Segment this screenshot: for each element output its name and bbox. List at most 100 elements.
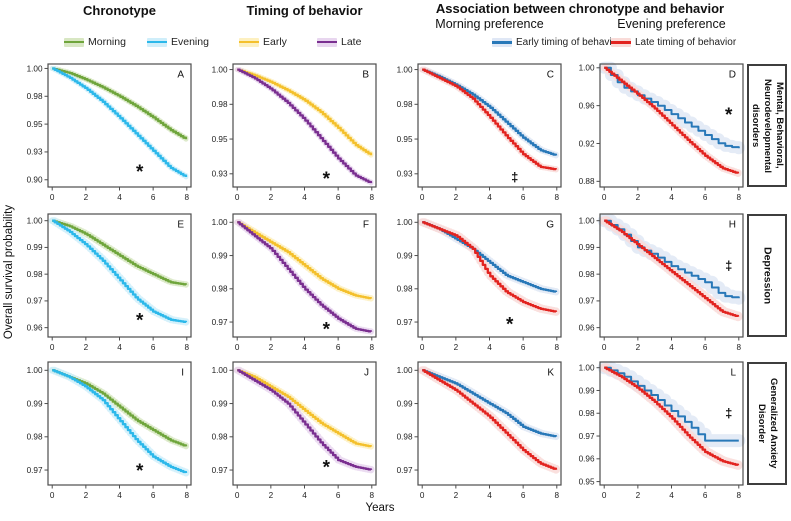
row-label-box-depression: Depression [747, 214, 787, 337]
svg-text:8: 8 [185, 343, 190, 352]
svg-text:8: 8 [555, 491, 560, 500]
legend-label: Late [341, 36, 362, 48]
x-axis-label: Years [365, 502, 395, 514]
panel-letter-G: G [546, 220, 554, 231]
panel-C: 1.00 0.98 0.95 0.93 0 2 4 6 8 C ‡ [397, 63, 562, 202]
svg-text:2: 2 [454, 491, 459, 500]
svg-text:2: 2 [636, 193, 641, 202]
svg-text:0.99: 0.99 [27, 399, 43, 408]
panel-letter-B: B [362, 70, 369, 81]
panel-letter-D: D [729, 70, 736, 81]
svg-text:0.98: 0.98 [212, 433, 228, 442]
svg-text:0: 0 [235, 491, 240, 500]
svg-text:0.98: 0.98 [212, 285, 228, 294]
svg-text:0.99: 0.99 [397, 399, 413, 408]
panel-letter-J: J [364, 368, 369, 379]
legend-swatch [317, 37, 337, 47]
svg-text:8: 8 [737, 343, 742, 352]
legend-item-early: Early [239, 36, 287, 48]
svg-text:0: 0 [50, 343, 55, 352]
svg-text:8: 8 [370, 343, 375, 352]
row-label-box-mental-behavioral-disorders: Mental, Behavioral, Neurodevelopmental d… [747, 64, 787, 187]
header-chronotype: Chronotype [83, 3, 156, 18]
svg-text:0: 0 [420, 491, 425, 500]
svg-text:4: 4 [669, 343, 674, 352]
panel-D: 1.00 0.96 0.92 0.88 0 2 4 6 8 D * [579, 61, 745, 202]
svg-text:0.95: 0.95 [397, 135, 413, 144]
svg-text:0.99: 0.99 [212, 399, 228, 408]
svg-text:0.97: 0.97 [27, 297, 43, 306]
svg-text:6: 6 [336, 343, 341, 352]
legend-item-late-timing-of-behavior: Late timing of behavior [611, 37, 736, 48]
subheader-morning-preference: Morning preference [435, 17, 544, 31]
svg-text:0.93: 0.93 [212, 170, 228, 179]
svg-text:2: 2 [84, 193, 89, 202]
panel-letter-H: H [729, 220, 736, 231]
svg-text:0.99: 0.99 [212, 251, 228, 260]
svg-text:1.00: 1.00 [397, 65, 413, 74]
svg-text:0.98: 0.98 [397, 433, 413, 442]
svg-text:6: 6 [703, 193, 708, 202]
panel-letter-A: A [177, 70, 184, 81]
svg-text:0: 0 [50, 491, 55, 500]
svg-text:1.00: 1.00 [397, 366, 413, 375]
svg-text:2: 2 [636, 343, 641, 352]
panel-H: 1.00 0.99 0.98 0.97 0.96 0 2 4 6 8 H ‡ [579, 213, 746, 352]
significance-symbol-F: * [323, 320, 331, 341]
significance-symbol-D: * [725, 105, 733, 126]
svg-text:2: 2 [269, 491, 274, 500]
svg-text:1.00: 1.00 [579, 64, 595, 73]
svg-text:4: 4 [669, 491, 674, 500]
svg-text:1.00: 1.00 [27, 64, 43, 73]
svg-text:0.96: 0.96 [27, 323, 43, 332]
legend-swatch [239, 37, 259, 47]
svg-text:4: 4 [487, 343, 492, 352]
legend-label: Evening [171, 36, 209, 48]
svg-text:0.97: 0.97 [27, 466, 43, 475]
svg-text:0.97: 0.97 [212, 318, 228, 327]
legend-item-morning: Morning [64, 36, 126, 48]
svg-text:6: 6 [336, 193, 341, 202]
panel-letter-K: K [547, 368, 554, 379]
svg-text:0: 0 [602, 193, 607, 202]
row-label-text: Depression [761, 246, 774, 305]
svg-text:0.93: 0.93 [397, 170, 413, 179]
row-label-box-generalized-anxiety-disorder: Generalized Anxiety Disorder [747, 362, 787, 485]
svg-text:0.98: 0.98 [27, 270, 43, 279]
svg-text:8: 8 [737, 193, 742, 202]
svg-text:0: 0 [420, 343, 425, 352]
svg-text:0.92: 0.92 [579, 139, 595, 148]
row-label-text: Mental, Behavioral, Neurodevelopmental d… [750, 78, 785, 173]
svg-text:0.95: 0.95 [212, 135, 228, 144]
svg-text:4: 4 [117, 343, 122, 352]
svg-text:0: 0 [420, 193, 425, 202]
panel-letter-C: C [547, 70, 554, 81]
svg-text:0.96: 0.96 [579, 101, 595, 110]
svg-text:0.98: 0.98 [212, 100, 228, 109]
significance-symbol-H: ‡ [725, 258, 732, 273]
svg-text:0.98: 0.98 [579, 270, 595, 279]
legend-label: Late timing of behavior [635, 37, 737, 48]
svg-text:4: 4 [302, 343, 307, 352]
svg-text:6: 6 [151, 343, 156, 352]
panel-L: 1.00 0.99 0.98 0.97 0.96 0.95 0 2 4 6 8 L ‡ [579, 361, 746, 500]
svg-text:2: 2 [269, 193, 274, 202]
significance-symbol-B: * [323, 169, 331, 190]
svg-text:8: 8 [370, 491, 375, 500]
legend-label: Morning [88, 36, 126, 48]
svg-text:0.95: 0.95 [579, 477, 595, 486]
svg-text:0.88: 0.88 [579, 177, 595, 186]
svg-text:0.97: 0.97 [397, 466, 413, 475]
svg-text:1.00: 1.00 [212, 366, 228, 375]
svg-text:2: 2 [454, 343, 459, 352]
svg-text:8: 8 [370, 193, 375, 202]
svg-text:8: 8 [185, 193, 190, 202]
row-label-text: Generalized Anxiety Disorder [756, 378, 779, 469]
svg-text:0.97: 0.97 [579, 432, 595, 441]
svg-text:2: 2 [269, 343, 274, 352]
svg-text:4: 4 [302, 491, 307, 500]
svg-text:6: 6 [703, 491, 708, 500]
legend-item-early-timing-of-behavior: Early timing of behavior [492, 37, 621, 48]
svg-text:1.00: 1.00 [212, 218, 228, 227]
significance-symbol-A: * [136, 162, 144, 183]
